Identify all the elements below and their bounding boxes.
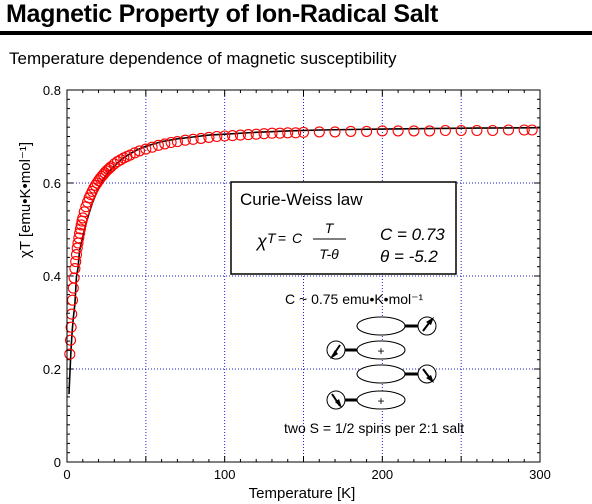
data-point (64, 334, 77, 346)
spin-arrowhead (335, 399, 342, 408)
data-point (290, 127, 302, 139)
grid-lines (67, 90, 540, 462)
y-tick-label: 0.2 (43, 362, 61, 377)
data-point (487, 124, 499, 137)
data-point (66, 294, 79, 306)
c-approx-label: C ~ 0.75 emu•K•mol⁻¹ (285, 291, 424, 307)
data-point (64, 348, 76, 360)
data-point (70, 249, 83, 261)
x-tick-label: 100 (214, 467, 236, 482)
data-point (152, 139, 164, 151)
plot-frame (66, 89, 541, 463)
data-point (77, 212, 89, 224)
x-tick-label: 0 (63, 467, 70, 482)
data-point (376, 125, 388, 137)
param-theta: θ = -5.2 (380, 247, 438, 266)
data-point (329, 126, 341, 138)
y-tick-label: 0.6 (43, 176, 61, 191)
data-point (171, 136, 183, 148)
molecule-ellipse (356, 340, 406, 360)
data-point (226, 130, 239, 142)
formula-equals: = (278, 230, 286, 246)
data-point (165, 136, 177, 149)
molecule-ellipse (356, 390, 406, 410)
spin-arrowhead (330, 350, 338, 359)
data-point (439, 124, 451, 137)
spin-diagram (326, 316, 437, 410)
data-point (282, 127, 294, 139)
data-point (345, 125, 357, 137)
data-point (195, 132, 207, 144)
title-rule (0, 31, 592, 35)
data-point (65, 321, 77, 333)
data-point (424, 125, 436, 137)
plus-sign: + (377, 344, 384, 358)
data-point (187, 133, 199, 145)
x-tick-label: 200 (371, 467, 393, 482)
data-point (159, 138, 171, 150)
data-point (250, 128, 262, 140)
data-point (68, 272, 80, 284)
data-point (108, 158, 120, 170)
y-axis-label: χT [emu•K•mol⁻¹] (17, 142, 34, 258)
data-point (297, 126, 310, 138)
x-axis-label: Temperature [K] (249, 485, 356, 502)
data-point (518, 124, 530, 136)
data-point (66, 308, 78, 320)
data-point (266, 127, 278, 139)
formula-denominator: T-θ (319, 246, 339, 262)
x-tick-label: 300 (529, 467, 551, 482)
data-point (78, 206, 90, 218)
page-subtitle: Temperature dependence of magnetic susce… (9, 49, 397, 68)
data-point (234, 129, 246, 141)
data-point (392, 125, 404, 137)
spin-arrowhead (426, 317, 434, 325)
axis-tick-labels: 0 100 200 300 0 0.2 0.4 0.6 0.8 (43, 83, 551, 482)
data-point (67, 282, 79, 294)
data-point (361, 125, 373, 137)
y-tick-label: 0.4 (43, 269, 61, 284)
curie-weiss-box (230, 181, 457, 275)
data-point (133, 145, 146, 157)
y-tick-label: 0.8 (43, 83, 61, 98)
spin-arrowhead (426, 375, 434, 383)
data-point (146, 141, 158, 153)
formula-numerator: T (325, 220, 335, 236)
data-point (129, 147, 141, 159)
data-point (242, 129, 254, 141)
data-point (471, 124, 483, 137)
y-tick-label: 0 (54, 455, 61, 470)
param-c: C = 0.73 (380, 225, 445, 244)
data-point (274, 127, 286, 139)
data-point (74, 227, 86, 239)
page-title: Magnetic Property of Ion-Radical Salt (6, 0, 439, 28)
data-point (502, 124, 515, 136)
data-point (179, 134, 191, 146)
data-point (455, 124, 467, 137)
data-point (73, 232, 85, 244)
data-point (219, 130, 231, 142)
molecule-ellipse (356, 316, 406, 336)
data-point (69, 263, 81, 275)
formula-c: C (292, 230, 303, 246)
curie-weiss-title: Curie-Weiss law (240, 190, 363, 209)
data-points (64, 124, 538, 360)
data-point (102, 163, 114, 176)
formula-t: T (267, 230, 277, 246)
data-point (526, 124, 538, 136)
data-point (211, 130, 223, 143)
data-point (74, 223, 86, 235)
data-point (203, 131, 215, 143)
formula-chi: χ (255, 231, 268, 251)
spins-note: two S = 1/2 spins per 2:1 salt (284, 420, 464, 436)
data-point (313, 126, 325, 138)
data-point (258, 128, 270, 140)
data-point (408, 125, 420, 137)
molecule-ellipse (356, 364, 406, 384)
plus-sign: + (377, 394, 384, 408)
data-point (140, 143, 152, 155)
data-point (70, 256, 82, 268)
data-point (75, 219, 87, 231)
